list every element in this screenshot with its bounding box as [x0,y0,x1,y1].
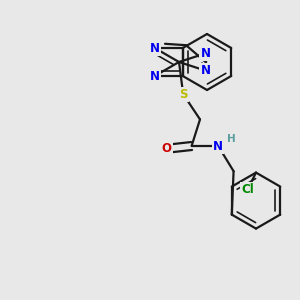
Text: S: S [179,88,188,101]
Text: N: N [201,64,211,77]
Text: O: O [161,142,171,155]
Text: N: N [150,41,160,55]
Text: N: N [150,70,160,83]
Text: H: H [227,134,236,144]
Text: Cl: Cl [241,183,254,196]
Text: N: N [213,140,223,152]
Text: N: N [201,47,211,60]
